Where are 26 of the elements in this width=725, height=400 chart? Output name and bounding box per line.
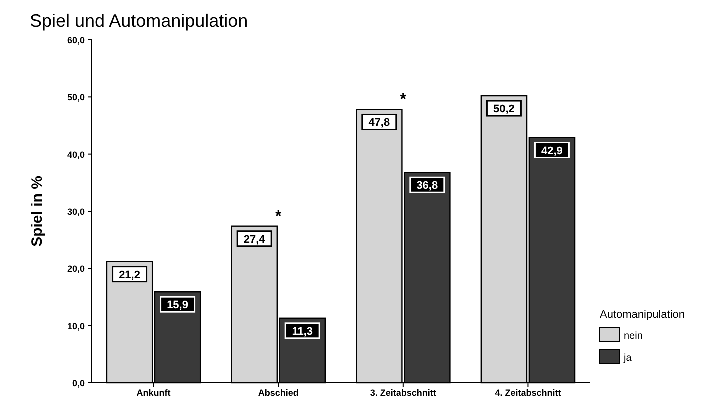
data-label: 36,8 (416, 180, 438, 192)
annotation: * (400, 92, 408, 109)
data-label: 11,3 (292, 326, 314, 338)
chart-title: Spiel und Automanipulation (30, 11, 248, 31)
data-label: 27,4 (244, 234, 266, 246)
x-tick-label: 3. Zeitabschnitt (370, 388, 436, 398)
x-tick-label: 4. Zeitabschnitt (495, 388, 562, 398)
data-label: 47,8 (368, 117, 390, 130)
y-axis-title: Spiel in % (29, 176, 46, 247)
data-label: 21,2 (119, 269, 140, 282)
x-tick-label: Ankunft (136, 388, 171, 398)
legend-label: ja (623, 353, 632, 364)
y-tick-label: 10,0 (67, 321, 85, 332)
y-tick-label: 30,0 (67, 207, 85, 217)
y-tick-label: 60,0 (67, 36, 85, 46)
y-tick-label: 0,0 (72, 378, 85, 388)
y-tick-label: 50,0 (67, 92, 85, 103)
annotation: * (275, 208, 282, 226)
x-tick-label: Abschied (258, 388, 299, 398)
y-tick-label: 40,0 (67, 150, 85, 160)
legend-label: nein (624, 331, 643, 342)
legend-title: Automanipulation (600, 309, 686, 321)
data-label: 50,2 (494, 104, 515, 116)
y-tick-label: 20,0 (67, 264, 85, 274)
data-label: 42,9 (542, 145, 563, 158)
data-label: 15,9 (167, 300, 188, 312)
